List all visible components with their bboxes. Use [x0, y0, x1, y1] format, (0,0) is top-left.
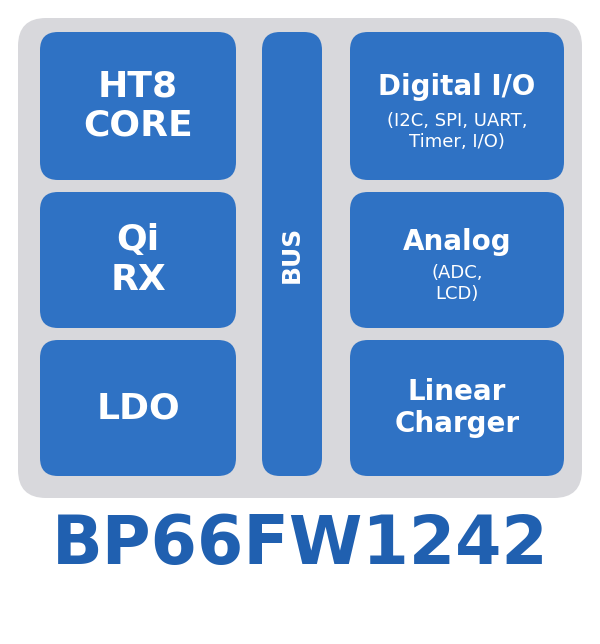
Text: Qi
RX: Qi RX	[110, 223, 166, 297]
FancyBboxPatch shape	[262, 32, 322, 476]
FancyBboxPatch shape	[40, 192, 236, 328]
FancyBboxPatch shape	[40, 32, 236, 180]
FancyBboxPatch shape	[350, 192, 564, 328]
Text: Digital I/O: Digital I/O	[379, 73, 536, 100]
Text: (I2C, SPI, UART,
Timer, I/O): (I2C, SPI, UART, Timer, I/O)	[387, 112, 527, 151]
Text: BUS: BUS	[280, 225, 304, 283]
Text: Linear
Charger: Linear Charger	[394, 378, 520, 438]
Text: HT8
CORE: HT8 CORE	[83, 70, 193, 143]
FancyBboxPatch shape	[40, 340, 236, 476]
Text: Analog: Analog	[403, 229, 511, 256]
FancyBboxPatch shape	[350, 340, 564, 476]
FancyBboxPatch shape	[350, 32, 564, 180]
Text: BP66FW1242: BP66FW1242	[52, 512, 548, 578]
FancyBboxPatch shape	[18, 18, 582, 498]
Text: (ADC,
LCD): (ADC, LCD)	[431, 264, 483, 303]
Text: LDO: LDO	[96, 391, 180, 425]
